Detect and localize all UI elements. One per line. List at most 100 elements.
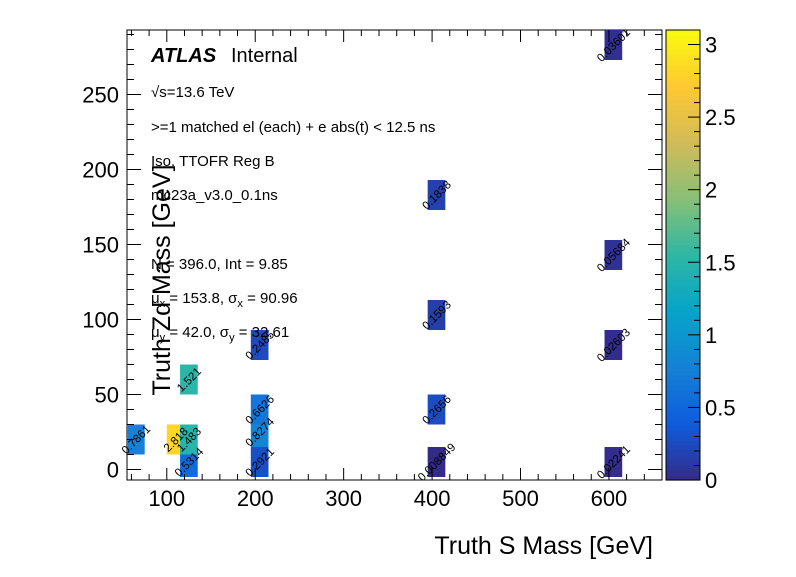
x-tick-label: 400 bbox=[414, 486, 451, 511]
color-bar-segment bbox=[666, 305, 700, 311]
y-tick-label: 250 bbox=[82, 83, 119, 108]
stats-y-label: μy = 42.0, σy = 32.61 bbox=[151, 324, 289, 344]
color-bar-segment bbox=[666, 120, 700, 126]
color-bar-segment bbox=[666, 180, 700, 186]
color-bar-segment bbox=[666, 100, 700, 106]
x-tick-label: 500 bbox=[502, 486, 539, 511]
x-tick-label: 200 bbox=[237, 486, 274, 511]
color-bar-segment bbox=[666, 415, 700, 421]
color-bar-segment bbox=[666, 470, 700, 476]
color-bar-segment bbox=[666, 410, 700, 416]
color-bar-segment bbox=[666, 250, 700, 256]
color-bar-segment bbox=[666, 90, 700, 96]
color-bar-segment bbox=[666, 220, 700, 226]
z-tick-label: 1.5 bbox=[705, 250, 736, 275]
color-bar-segment bbox=[666, 170, 700, 176]
color-bar-segment bbox=[666, 260, 700, 266]
color-bar-segment bbox=[666, 115, 700, 121]
color-bar-segment bbox=[666, 160, 700, 166]
color-bar-segment bbox=[666, 110, 700, 116]
heatmap-cell bbox=[250, 330, 269, 360]
color-bar-segment bbox=[666, 130, 700, 136]
color-bar-segment bbox=[666, 395, 700, 401]
color-bar-segment bbox=[666, 80, 700, 86]
atlas-label: ATLAS bbox=[150, 45, 217, 67]
color-bar-segment bbox=[666, 140, 700, 146]
color-bar-segment bbox=[666, 235, 700, 241]
color-bar-segment bbox=[666, 230, 700, 236]
color-bar-segment bbox=[666, 440, 700, 446]
color-bar-segment bbox=[666, 255, 700, 261]
color-bar-segment bbox=[666, 385, 700, 391]
x-axis-title: Truth S Mass [GeV] bbox=[434, 532, 653, 560]
stats-y-mean: 42.0 bbox=[182, 324, 211, 341]
color-bar-segment bbox=[666, 155, 700, 161]
y-tick-label: 150 bbox=[82, 233, 119, 258]
y-tick-label: 200 bbox=[82, 158, 119, 183]
region-label: Iso. TTOFR Reg B bbox=[151, 153, 275, 170]
color-bar-segment bbox=[666, 135, 700, 141]
heatmap-cell bbox=[180, 424, 198, 455]
color-bar-segment bbox=[666, 295, 700, 301]
color-bar-segment bbox=[666, 315, 700, 321]
color-bar-segment bbox=[666, 240, 700, 246]
heatmap-cell bbox=[180, 364, 198, 395]
color-bar-segment bbox=[666, 355, 700, 361]
stats-n-label: N = 396.0, Int = 9.85 bbox=[151, 256, 288, 273]
x-axis-ticks: 100 200 300 400 500 600 bbox=[130, 30, 663, 511]
stats-x-label: μx = 153.8, σx = 90.96 bbox=[151, 290, 298, 310]
heatmap-cell bbox=[427, 180, 446, 210]
heatmap-cell bbox=[427, 394, 446, 425]
color-bar-segment bbox=[666, 310, 700, 316]
color-bar-segment bbox=[666, 210, 700, 216]
y-tick-label: 100 bbox=[82, 308, 119, 333]
color-bar-segment bbox=[666, 185, 700, 191]
color-bar-segment bbox=[666, 465, 700, 471]
color-bar-segment bbox=[666, 225, 700, 231]
color-bar-segment bbox=[666, 190, 700, 196]
color-bar-frame bbox=[665, 29, 701, 481]
color-bar-segment bbox=[666, 45, 700, 51]
plot-frame bbox=[126, 29, 663, 481]
color-bar-segment bbox=[666, 405, 700, 411]
color-bar-segment bbox=[666, 280, 700, 286]
color-bar-segment bbox=[666, 320, 700, 326]
z-tick-label: 3 bbox=[705, 33, 717, 58]
color-bar-segment bbox=[666, 150, 700, 156]
color-bar-segment bbox=[666, 215, 700, 221]
color-bar-segment bbox=[666, 40, 700, 46]
color-bar-segment bbox=[666, 65, 700, 71]
z-tick-label: 2.5 bbox=[705, 105, 736, 130]
color-bar-ticks: 0 0.5 1 1.5 2 2.5 3 bbox=[688, 33, 736, 493]
internal-label: Internal bbox=[231, 45, 298, 67]
x-tick-label: 100 bbox=[148, 486, 185, 511]
color-bar-segment bbox=[666, 420, 700, 426]
color-bar-segment bbox=[666, 340, 700, 346]
heatmap-cell bbox=[604, 240, 623, 270]
color-bar-segment bbox=[666, 125, 700, 131]
color-bar-segment bbox=[666, 200, 700, 206]
color-bar-segment bbox=[666, 425, 700, 431]
heatmap-cell bbox=[127, 424, 145, 455]
heatmap-cell bbox=[250, 394, 269, 425]
color-bar-segment bbox=[666, 105, 700, 111]
color-bar-segment bbox=[666, 60, 700, 66]
color-bar-segment bbox=[666, 430, 700, 436]
z-tick-label: 0 bbox=[705, 468, 717, 493]
color-bar-segment bbox=[666, 350, 700, 356]
color-bar-segment bbox=[666, 375, 700, 381]
x-tick-label: 600 bbox=[591, 486, 628, 511]
heatmap-cell bbox=[604, 330, 623, 360]
color-bar-segment bbox=[666, 445, 700, 451]
heatmap-cell bbox=[427, 300, 446, 330]
energy-label: √s=13.6 TeV bbox=[151, 84, 234, 101]
z-tick-label: 2 bbox=[705, 178, 717, 203]
color-bar-segment bbox=[666, 85, 700, 91]
z-tick-label: 0.5 bbox=[705, 395, 736, 420]
color-bar-segment bbox=[666, 95, 700, 101]
stats-x-sigma: 90.96 bbox=[260, 290, 298, 307]
color-bar-segment bbox=[666, 75, 700, 81]
color-bar-segment bbox=[666, 300, 700, 306]
y-axis-title: Truth Zd Mass [GeV] bbox=[148, 164, 176, 395]
